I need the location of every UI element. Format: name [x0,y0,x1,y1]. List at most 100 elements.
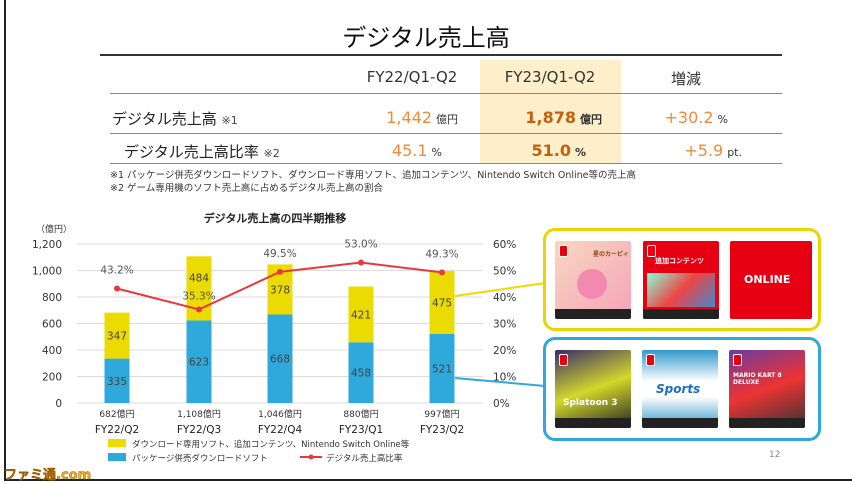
bar-data-label: 347 [107,331,127,343]
bar-data-label: 484 [189,272,209,284]
header-fy23: FY23/Q1-Q2 [504,68,596,86]
bar-segment-package [267,314,293,403]
value: +5.9 [684,141,724,160]
bar-segment-download-only [104,312,130,359]
card-footer [555,309,631,319]
label: デジタル売上高比率 [124,143,259,161]
ratio-point [439,269,445,276]
connector-lines [454,282,546,387]
y2-tick-label: 30% [493,319,516,331]
x-tick-label: FY22/Q4 [258,424,303,436]
bar-segment-package [429,333,455,403]
download-only-panel: 星のカービィ 追加コンテンツ ONLINE [543,228,821,331]
connector-blue [454,377,546,387]
unit: % [431,146,442,159]
total-label: 997億円 [424,408,459,420]
card-footer [555,418,631,428]
switch-logo-icon [647,245,656,257]
ratio-point [358,259,364,266]
fy23-digital-sales: 1,878 億円 [470,108,602,127]
x-tick-label: FY23/Q2 [420,424,464,436]
value: 51.0 [531,141,571,160]
legend-swatch-download-only [108,439,126,447]
ratio-label: 53.0% [344,239,377,251]
package-panel: Splatoon 3 Sports MARIO KART 8 DELUXE [543,337,821,441]
product-card-sports: Sports [642,350,718,428]
card-footer [642,418,718,428]
switch-logo-icon [733,354,742,366]
y-tick-label: 200 [42,372,62,384]
legend-label: パッケージ併売ダウンロードソフト [132,453,268,464]
y-axis-unit: （億円） [36,223,72,235]
y-tick-label: 1,200 [32,239,62,251]
slide-frame [4,0,852,481]
change-digital-ratio: +5.9 pt. [610,141,742,160]
footnote-1: ※1 パッケージ併売ダウンロードソフト、ダウンロード専用ソフト、追加コンテンツ、… [110,170,636,181]
title-divider [100,54,782,56]
bar-data-label: 335 [107,376,127,388]
row-label-digital-sales: デジタル売上高 ※1 [112,108,238,129]
y-tick-label: 800 [42,292,62,304]
ratio-point [277,268,283,275]
product-card-kirby: 星のカービィ [555,241,631,319]
kirby-title: 星のカービィ [593,251,629,258]
unit: % [574,146,586,159]
kirby-icon [577,269,607,299]
legend-swatch-package [108,453,126,461]
product-card-mariokart8: MARIO KART 8 DELUXE [729,350,805,428]
dlc-art [647,273,715,307]
bar-data-label: 623 [189,357,209,369]
page-title: デジタル売上高 [342,24,510,52]
ratio-label: 49.5% [263,248,296,260]
ratio-label: 43.2% [100,265,133,277]
bar-segment-download-only [348,286,374,343]
note: ※2 [263,147,280,160]
y2-tick-label: 50% [493,266,516,278]
header-fy22: FY22/Q1-Q2 [366,68,458,86]
value: 45.1 [391,141,428,160]
header-change: 増減 [670,70,701,88]
bar-data-label: 668 [270,354,290,366]
bar-segment-download-only [429,271,455,334]
table-divider [110,93,782,94]
total-label: 880億円 [343,408,378,420]
title: Sports [656,382,701,396]
y2-tick-label: 20% [493,345,516,357]
unit: pt. [727,146,742,159]
y2-tick-label: 60% [493,239,516,251]
ratio-point [196,306,202,313]
product-card-online: ONLINE [730,241,812,319]
legend-label: デジタル売上高比率 [326,453,403,464]
connector-yellow [454,282,546,297]
ratio-label: 35.3% [182,290,215,302]
label: デジタル売上高 [112,110,217,128]
value: 1,878 [525,108,576,127]
total-label: 682億円 [99,408,134,420]
title: Splatoon 3 [563,398,618,408]
footnote-2: ※2 ゲーム専用機のソフト売上高に占めるデジタル売上高の割合 [110,183,384,194]
watermark-logo: ファミ通.com [4,468,92,484]
page-number: 12 [769,450,781,460]
switch-logo-icon [559,245,568,257]
fy22-digital-sales: 1,442 億円 [330,108,458,127]
switch-logo-icon [646,354,655,366]
y-tick-label: 1,000 [32,266,62,278]
value: +30.2 [664,108,714,127]
bar-segment-package [348,342,374,403]
table-divider [110,163,782,164]
table-divider [110,133,782,134]
y2-tick-label: 10% [493,372,516,384]
chart-title: デジタル売上高の四半期推移 [204,211,347,225]
value: 1,442 [386,108,432,127]
bar-segment-package [186,320,212,403]
ratio-point [114,285,120,292]
dlc-label: 追加コンテンツ [655,257,704,265]
legend-label: ダウンロード専用ソフト、追加コンテンツ、Nintendo Switch Onli… [132,439,410,450]
unit: 億円 [580,113,602,126]
y-tick-label: 400 [42,345,62,357]
note: ※1 [221,114,238,127]
fy23-digital-ratio: 51.0% [470,141,586,160]
y-tick-label: 600 [42,319,62,331]
legend-swatch-ratio-point [308,454,314,460]
x-tick-label: FY22/Q2 [95,424,139,436]
